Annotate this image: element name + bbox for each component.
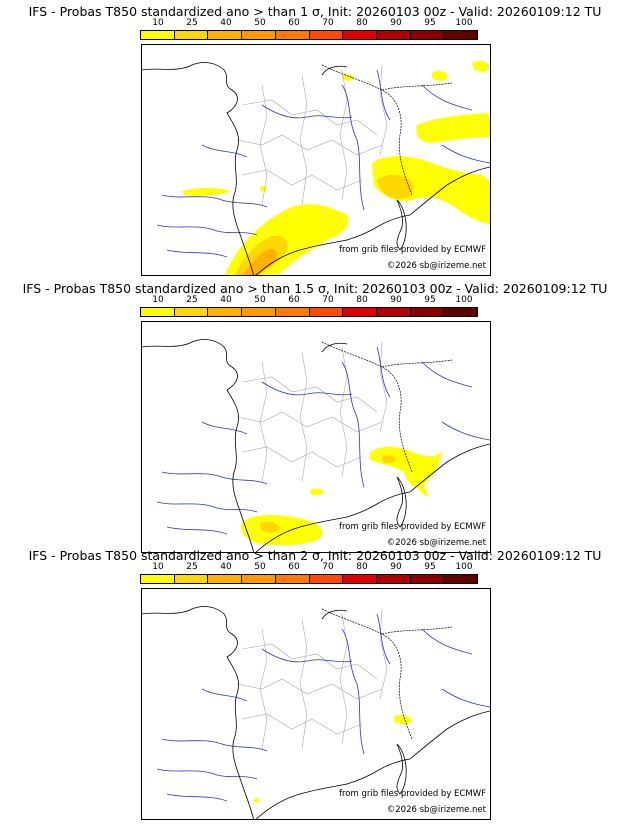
france-map [142, 606, 490, 819]
colorbar-label: 10 [152, 18, 164, 28]
colorbar-segment [376, 31, 411, 39]
colorbar-label: 50 [254, 295, 266, 305]
admin-boundaries [236, 608, 388, 750]
colorbar-segment [275, 575, 310, 583]
colorbar-segment [208, 575, 243, 583]
colorbar-label: 90 [390, 18, 402, 28]
colorbar-label: 10 [152, 295, 164, 305]
colorbar-segment [174, 31, 209, 39]
colorbar-label: 60 [288, 18, 300, 28]
map-panel-2-sigma: IFS - Probas T850 standardized ano > tha… [0, 548, 630, 820]
colorbar-label: 10 [152, 562, 164, 572]
colorbar-segment [208, 31, 243, 39]
colorbar [140, 30, 478, 40]
colorbar-label: 70 [322, 295, 334, 305]
country-borders [321, 341, 453, 473]
admin-boundaries [236, 341, 388, 483]
colorbar-segment [309, 575, 344, 583]
map-frame: from grib files provided by ECMWF ©2026 … [141, 44, 491, 276]
colorbar-label: 25 [186, 562, 198, 572]
colorbar-label: 100 [455, 562, 473, 572]
colorbar-labels: 10 25 40 50 60 70 80 90 95 100 [140, 295, 485, 306]
colorbar-label: 50 [254, 562, 266, 572]
probability-shading [241, 446, 442, 546]
colorbar-label: 80 [356, 562, 368, 572]
colorbar-label: 100 [455, 295, 473, 305]
copyright-credit: ©2026 sb@irizeme.net [386, 538, 486, 548]
colorbar-segment [376, 575, 411, 583]
colorbar-segment [444, 31, 478, 39]
colorbar-segment [208, 308, 243, 316]
colorbar [140, 574, 478, 584]
colorbar-label: 60 [288, 562, 300, 572]
colorbar-labels: 10 25 40 50 60 70 80 90 95 100 [140, 562, 485, 573]
colorbar-labels: 10 25 40 50 60 70 80 90 95 100 [140, 18, 485, 29]
colorbar-segment [410, 308, 445, 316]
probability-shading [253, 714, 412, 803]
colorbar-label: 40 [220, 18, 232, 28]
colorbar-segment [242, 575, 276, 583]
colorbar-label: 100 [455, 18, 473, 28]
map-panel-1-sigma: IFS - Probas T850 standardized ano > tha… [0, 4, 630, 276]
colorbar-segment [242, 31, 276, 39]
map-frame: from grib files provided by ECMWF ©2026 … [141, 588, 491, 820]
colorbar-segment [309, 31, 344, 39]
coastlines [142, 606, 490, 819]
panel-title: IFS - Probas T850 standardized ano > tha… [28, 548, 602, 563]
colorbar-segment [343, 31, 377, 39]
panel-title: IFS - Probas T850 standardized ano > tha… [28, 4, 602, 19]
colorbar-label: 95 [424, 295, 436, 305]
colorbar-label: 50 [254, 18, 266, 28]
map-panel-1-5-sigma: IFS - Probas T850 standardized ano > tha… [0, 281, 630, 553]
colorbar-label: 90 [390, 562, 402, 572]
colorbar-label: 25 [186, 295, 198, 305]
colorbar-segment [141, 308, 175, 316]
colorbar-label: 90 [390, 295, 402, 305]
colorbar-segment [309, 308, 344, 316]
colorbar-label: 60 [288, 295, 300, 305]
colorbar-label: 80 [356, 295, 368, 305]
copyright-credit: ©2026 sb@irizeme.net [386, 805, 486, 815]
admin-boundaries [236, 64, 388, 206]
rivers [156, 346, 490, 535]
colorbar-segment [410, 31, 445, 39]
colorbar-segment [141, 575, 175, 583]
coastlines [142, 62, 490, 275]
source-credit: from grib files provided by ECMWF [339, 789, 486, 799]
colorbar-label: 25 [186, 18, 198, 28]
colorbar-label: 95 [424, 562, 436, 572]
colorbar-segment [343, 308, 377, 316]
source-credit: from grib files provided by ECMWF [339, 522, 486, 532]
colorbar-segment [174, 575, 209, 583]
france-map [142, 60, 490, 275]
colorbar-label: 40 [220, 295, 232, 305]
colorbar-segment [275, 31, 310, 39]
colorbar-label: 70 [322, 562, 334, 572]
rivers [156, 69, 490, 258]
colorbar-label: 95 [424, 18, 436, 28]
colorbar-segment [141, 31, 175, 39]
colorbar-label: 70 [322, 18, 334, 28]
colorbar [140, 307, 478, 317]
colorbar-segment [174, 308, 209, 316]
colorbar-segment [410, 575, 445, 583]
map-frame: from grib files provided by ECMWF ©2026 … [141, 321, 491, 553]
colorbar-segment [343, 575, 377, 583]
colorbar-segment [444, 308, 478, 316]
country-borders [321, 608, 453, 740]
probability-shading [182, 60, 490, 275]
colorbar-label: 40 [220, 562, 232, 572]
source-credit: from grib files provided by ECMWF [339, 245, 486, 255]
colorbar-segment [444, 575, 478, 583]
coastlines [142, 339, 490, 552]
copyright-credit: ©2026 sb@irizeme.net [386, 261, 486, 271]
colorbar-label: 80 [356, 18, 368, 28]
colorbar-segment [376, 308, 411, 316]
france-map [142, 339, 490, 552]
colorbar-segment [275, 308, 310, 316]
panel-title: IFS - Probas T850 standardized ano > tha… [22, 281, 608, 296]
rivers [156, 613, 490, 802]
country-borders [321, 64, 453, 196]
colorbar-segment [242, 308, 276, 316]
